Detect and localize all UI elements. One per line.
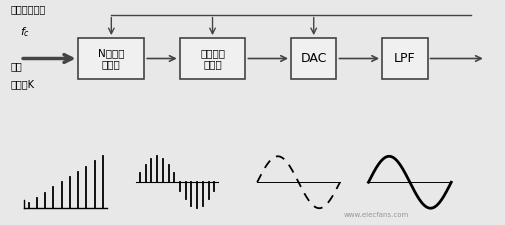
FancyBboxPatch shape	[290, 38, 336, 79]
Text: 系统时钟频率: 系统时钟频率	[10, 4, 45, 14]
Text: N位相位
累加器: N位相位 累加器	[98, 48, 124, 69]
Text: DAC: DAC	[300, 52, 326, 65]
Text: 波形数据
存储器: 波形数据 存储器	[199, 48, 225, 69]
Text: $f_c$: $f_c$	[20, 25, 30, 39]
Text: 频率: 频率	[10, 61, 22, 71]
FancyBboxPatch shape	[179, 38, 245, 79]
Text: www.elecfans.com: www.elecfans.com	[343, 212, 409, 218]
Text: LPF: LPF	[393, 52, 415, 65]
Text: 控制器K: 控制器K	[10, 79, 34, 89]
FancyBboxPatch shape	[381, 38, 427, 79]
FancyBboxPatch shape	[78, 38, 144, 79]
